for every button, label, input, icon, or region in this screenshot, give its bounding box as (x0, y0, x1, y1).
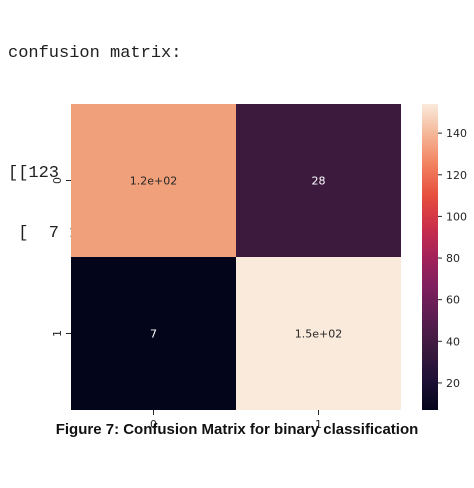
console-title: confusion matrix: (8, 44, 182, 63)
x-tick-label-1: 1 (315, 418, 322, 431)
colorbar (422, 104, 438, 410)
colorbar-tick-label-4: 100 (446, 210, 467, 223)
cell-annotation-1-0: 7 (150, 328, 157, 341)
y-tick-label-1: 1 (51, 330, 64, 337)
colorbar-tick-label-2: 60 (446, 294, 460, 307)
cell-annotation-0-1: 28 (312, 175, 326, 188)
heatmap-cell-1-0 (71, 257, 236, 410)
colorbar-tick-label-3: 80 (446, 252, 460, 265)
x-tick-label-0: 0 (150, 418, 157, 431)
heatmap-cell-0-0 (71, 104, 236, 257)
colorbar-tick-label-6: 140 (446, 127, 467, 140)
colorbar-tick-label-5: 120 (446, 169, 467, 182)
cell-annotation-1-1: 1.5e+02 (295, 328, 342, 341)
heatmap-cell-0-1 (236, 104, 401, 257)
figure-caption: Figure 7: Confusion Matrix for binary cl… (55, 421, 419, 438)
cell-annotation-0-0: 1.2e+02 (130, 175, 177, 188)
heatmap-cell-1-1 (236, 257, 401, 410)
y-tick-label-0: 0 (51, 177, 64, 184)
colorbar-tick-label-1: 40 (446, 335, 460, 348)
colorbar-tick-label-0: 20 (446, 377, 460, 390)
